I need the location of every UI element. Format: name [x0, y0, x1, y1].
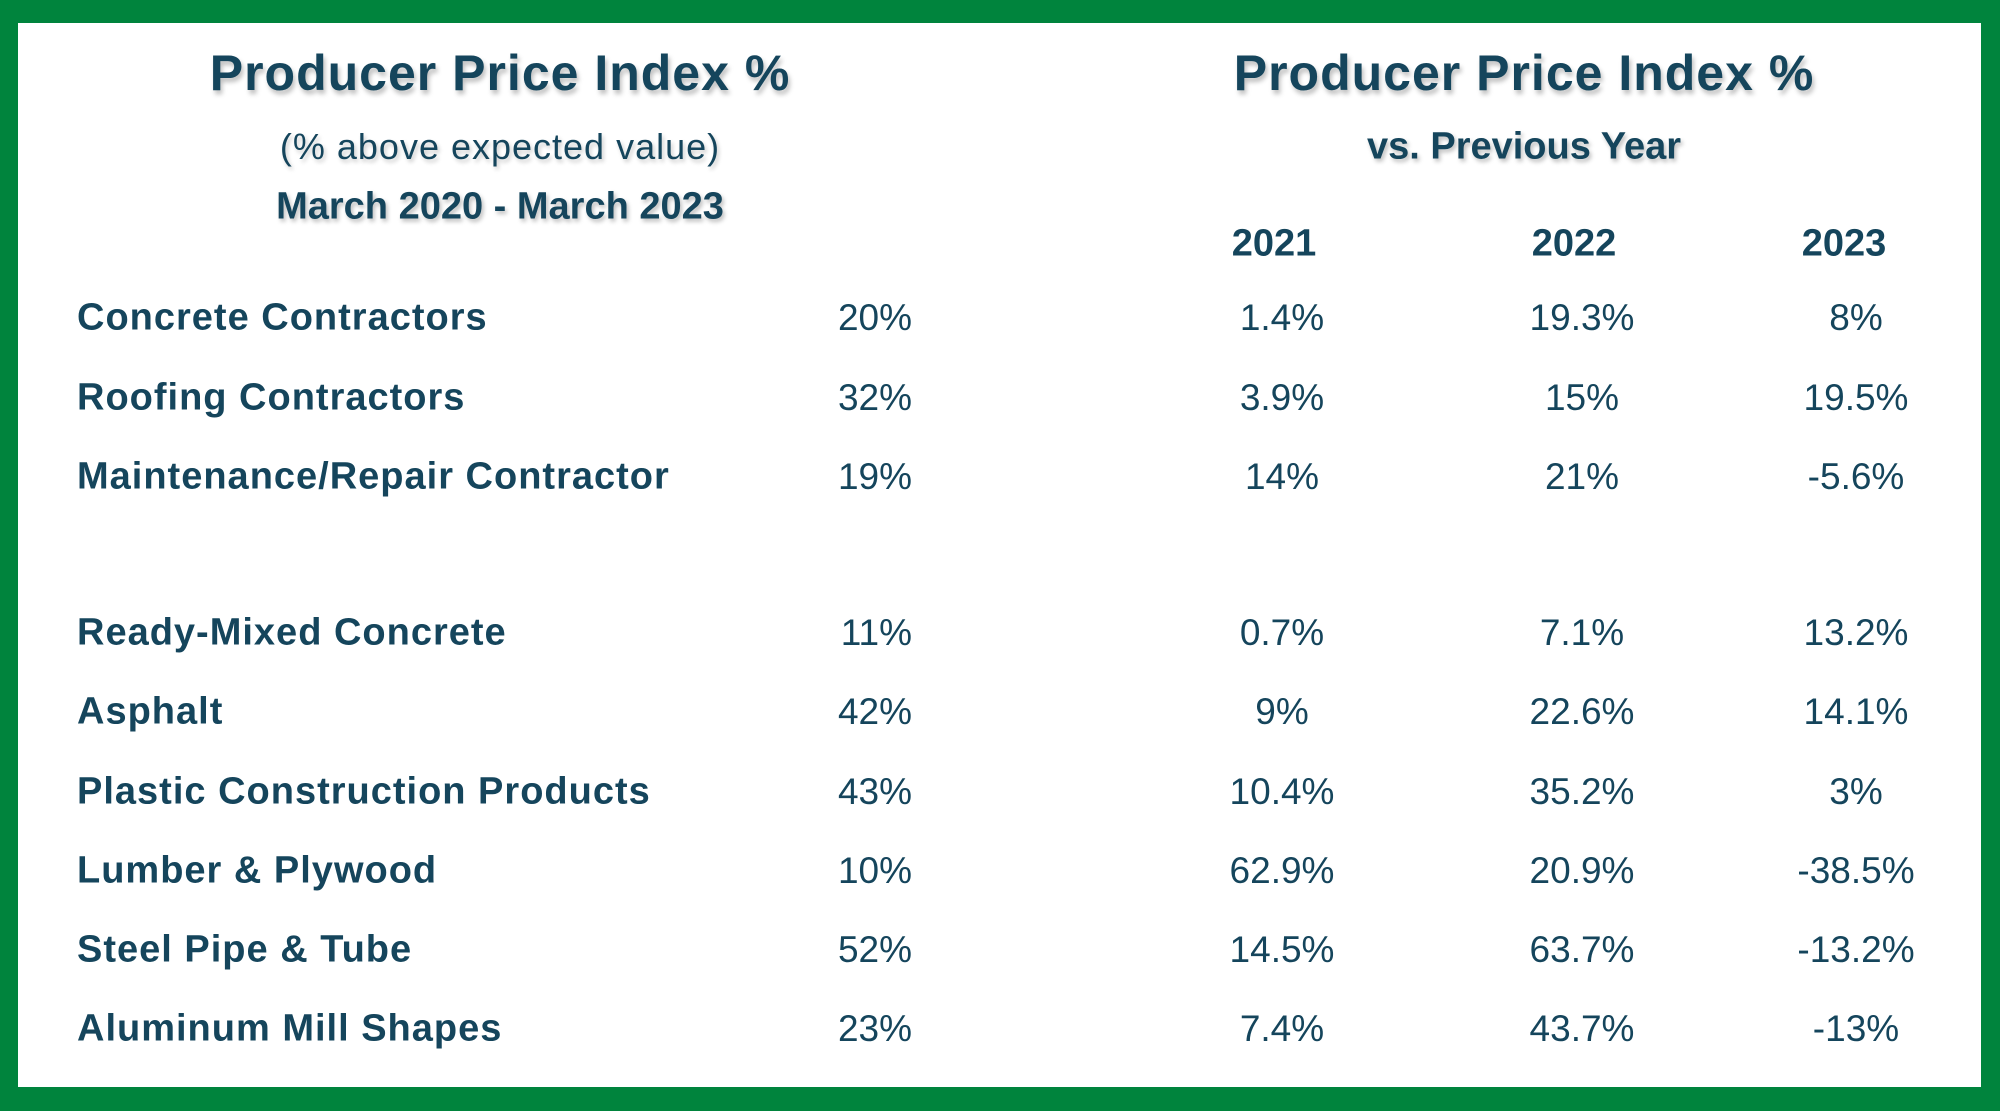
row-value-above-expected: 32% [837, 377, 912, 418]
row-value-above-expected: 43% [837, 771, 912, 812]
row-value-2021: 10.4% [1229, 771, 1335, 812]
row-label: Asphalt [77, 690, 224, 733]
row-value-2022: 63.7% [1529, 929, 1635, 970]
row-value-2023: 19.5% [1803, 377, 1909, 418]
row-label: Roofing Contractors [77, 376, 466, 419]
row-value-above-expected: 19% [837, 456, 912, 497]
row-label: Aluminum Mill Shapes [77, 1007, 503, 1050]
row-value-2021: 62.9% [1229, 850, 1335, 891]
row-value-2022: 15% [1544, 377, 1620, 418]
row-value-2023: 3% [1829, 771, 1883, 812]
row-value-2021: 14.5% [1229, 929, 1335, 970]
row-value-2021: 1.4% [1239, 297, 1325, 338]
left-subtitle: (% above expected value) [279, 126, 721, 167]
row-label: Steel Pipe & Tube [77, 928, 413, 971]
row-value-2022: 22.6% [1529, 691, 1635, 732]
content-panel [18, 23, 1981, 1087]
row-label: Ready-Mixed Concrete [77, 611, 507, 654]
year-header-2021: 2021 [1231, 222, 1317, 265]
left-period: March 2020 - March 2023 [276, 185, 724, 228]
row-value-above-expected: 52% [837, 929, 912, 970]
row-value-2021: 0.7% [1239, 612, 1325, 653]
row-value-2022: 7.1% [1539, 612, 1625, 653]
row-value-2022: 20.9% [1529, 850, 1635, 891]
row-value-above-expected: 20% [837, 297, 912, 338]
row-value-above-expected: 11% [840, 612, 912, 653]
row-label: Concrete Contractors [77, 296, 488, 339]
right-title: Producer Price Index % [1233, 45, 1815, 101]
row-label: Lumber & Plywood [77, 849, 438, 892]
row-value-2023: -38.5% [1797, 850, 1915, 891]
row-value-2023: 8% [1829, 297, 1883, 338]
row-value-2021: 7.4% [1239, 1008, 1325, 1049]
left-title: Producer Price Index % [209, 45, 791, 101]
row-value-2022: 21% [1544, 456, 1620, 497]
row-value-2021: 14% [1244, 456, 1320, 497]
row-label: Plastic Construction Products [77, 770, 651, 813]
year-header-2022: 2022 [1531, 222, 1617, 265]
row-value-above-expected: 23% [837, 1008, 912, 1049]
row-value-2022: 19.3% [1529, 297, 1635, 338]
right-subtitle: vs. Previous Year [1366, 125, 1682, 168]
row-value-2021: 9% [1255, 691, 1309, 732]
row-label: Maintenance/Repair Contractor [77, 455, 670, 498]
row-value-2021: 3.9% [1239, 377, 1325, 418]
row-value-2023: -13% [1812, 1008, 1900, 1049]
row-value-2022: 43.7% [1529, 1008, 1635, 1049]
row-value-2023: 13.2% [1803, 612, 1909, 653]
row-value-2023: -5.6% [1807, 456, 1905, 497]
row-value-2023: -13.2% [1797, 929, 1915, 970]
row-value-2023: 14.1% [1803, 691, 1909, 732]
row-value-2022: 35.2% [1529, 771, 1635, 812]
year-header-2023: 2023 [1801, 222, 1887, 265]
row-value-above-expected: 42% [837, 691, 912, 732]
row-value-above-expected: 10% [837, 850, 912, 891]
